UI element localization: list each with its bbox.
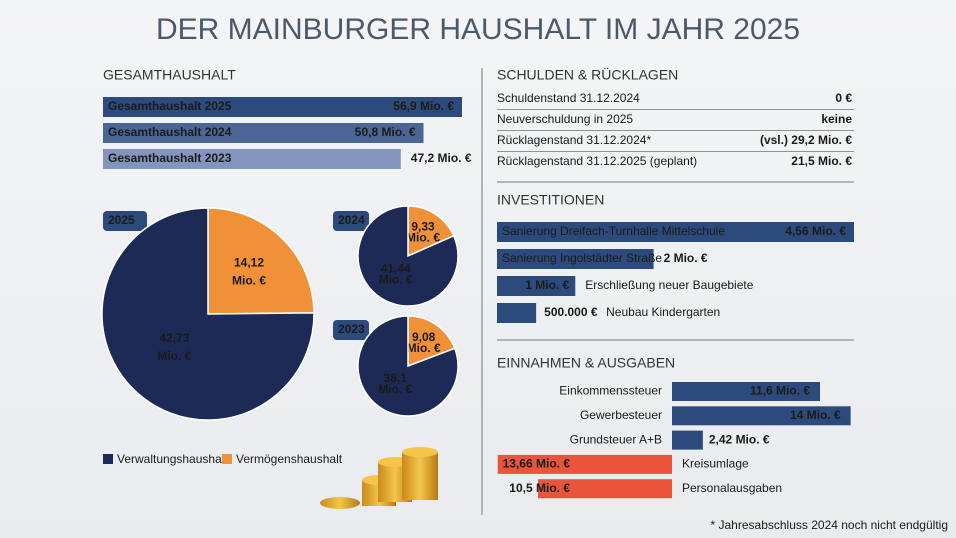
pie-title: 2023 (338, 322, 365, 336)
bar-label: Personalausgaben (682, 481, 782, 495)
value-label: 50,8 Mio. € (355, 125, 416, 139)
year-tag (333, 320, 369, 340)
bar-label: Gesamthaushalt 2024 (108, 125, 232, 139)
section-title: INVESTITIONEN (497, 192, 604, 208)
bar-label: Gewerbesteuer (580, 408, 662, 422)
bar (497, 303, 537, 323)
table-cell: Rücklagenstand 31.12.2024* (497, 133, 651, 147)
slice-label: 9,08 Mio. € (407, 330, 441, 355)
table-cell: (vsl.) 29,2 Mio. € (760, 133, 852, 147)
bar (672, 406, 851, 426)
bar (103, 97, 462, 117)
bar (497, 276, 576, 296)
bar (497, 454, 672, 474)
footnote: * Jahresabschluss 2024 noch nicht endgül… (711, 518, 949, 532)
pie-slice (407, 315, 456, 368)
value-label: 4,56 Mio. € (785, 224, 846, 238)
value-label: 500.000 € (544, 305, 598, 319)
section-title: EINNAHMEN & AUSGABEN (497, 355, 675, 371)
slice-label: 41,44 Mio. € (379, 262, 413, 287)
coins (320, 447, 438, 509)
bar (103, 123, 424, 143)
section-title: SCHULDEN & RÜCKLAGEN (497, 66, 678, 83)
year-tag (103, 211, 147, 231)
table-cell: 21,5 Mio. € (791, 154, 852, 168)
value-label: 56,9 Mio. € (393, 99, 454, 113)
bar (672, 382, 821, 401)
value-label: 10,5 Mio. € (509, 481, 570, 495)
bar-label: Sanierung Dreifach-Turnhalle Mittelschul… (502, 224, 725, 238)
pie-slice (101, 207, 315, 421)
bar-label: Einkommenssteuer (559, 384, 662, 398)
legend-swatch (222, 454, 232, 464)
bar-label: Erschließung neuer Baugebiete (585, 278, 753, 292)
bar-label: Kreisumlage (682, 457, 749, 471)
value-label: 13,66 Mio. € (503, 457, 571, 471)
year-tag (333, 211, 369, 231)
bar-label: Sanierung Ingolstädter Straße (502, 251, 662, 265)
section-title: GESAMTHAUSHALT (103, 67, 236, 83)
legend-label: Verwaltungshaushalt (117, 452, 228, 466)
table-cell: 0 € (835, 91, 852, 105)
table-cell: Schuldenstand 31.12.2024 (497, 91, 640, 105)
bar-label: Gesamthaushalt 2023 (108, 151, 232, 165)
pie-slice (207, 207, 315, 315)
value-label: 47,2 Mio. € (411, 151, 472, 165)
legend-swatch (103, 454, 113, 464)
pie-slice (357, 315, 459, 417)
slice-label: 9,33 Mio. € (406, 220, 440, 245)
value-label: 2 Mio. € (664, 251, 708, 265)
table-cell: Rücklagenstand 31.12.2025 (geplant) (497, 154, 697, 168)
bar-label: Neubau Kindergarten (606, 305, 720, 319)
slice-label: 38,1 Mio. € (378, 371, 412, 396)
value-label: 1 Mio. € (525, 278, 569, 292)
bar (497, 249, 654, 269)
value-label: 11,6 Mio. € (750, 384, 810, 398)
value-label: 2,42 Mio. € (709, 432, 770, 446)
pie-slice (407, 205, 455, 258)
page-title: DER MAINBURGER HAUSHALT IM JAHR 2025 (156, 13, 800, 46)
bar-label: Gesamthaushalt 2025 (108, 99, 232, 113)
slice-label: 14,12 Mio. € (232, 256, 266, 288)
pie-slice (357, 205, 459, 307)
pie-title: 2024 (338, 213, 365, 227)
bar (497, 222, 854, 242)
pie-title: 2025 (108, 213, 135, 227)
slice-label: 42,73 Mio. € (157, 331, 191, 363)
bar (672, 430, 703, 450)
table-cell: Neuverschuldung in 2025 (497, 112, 633, 126)
table-cell: keine (821, 112, 852, 126)
value-label: 14 Mio. € (790, 408, 841, 422)
bar (103, 149, 401, 169)
bar (538, 479, 672, 499)
bar-label: Grundsteuer A+B (570, 432, 662, 446)
legend-label: Vermögenshaushalt (236, 452, 343, 466)
